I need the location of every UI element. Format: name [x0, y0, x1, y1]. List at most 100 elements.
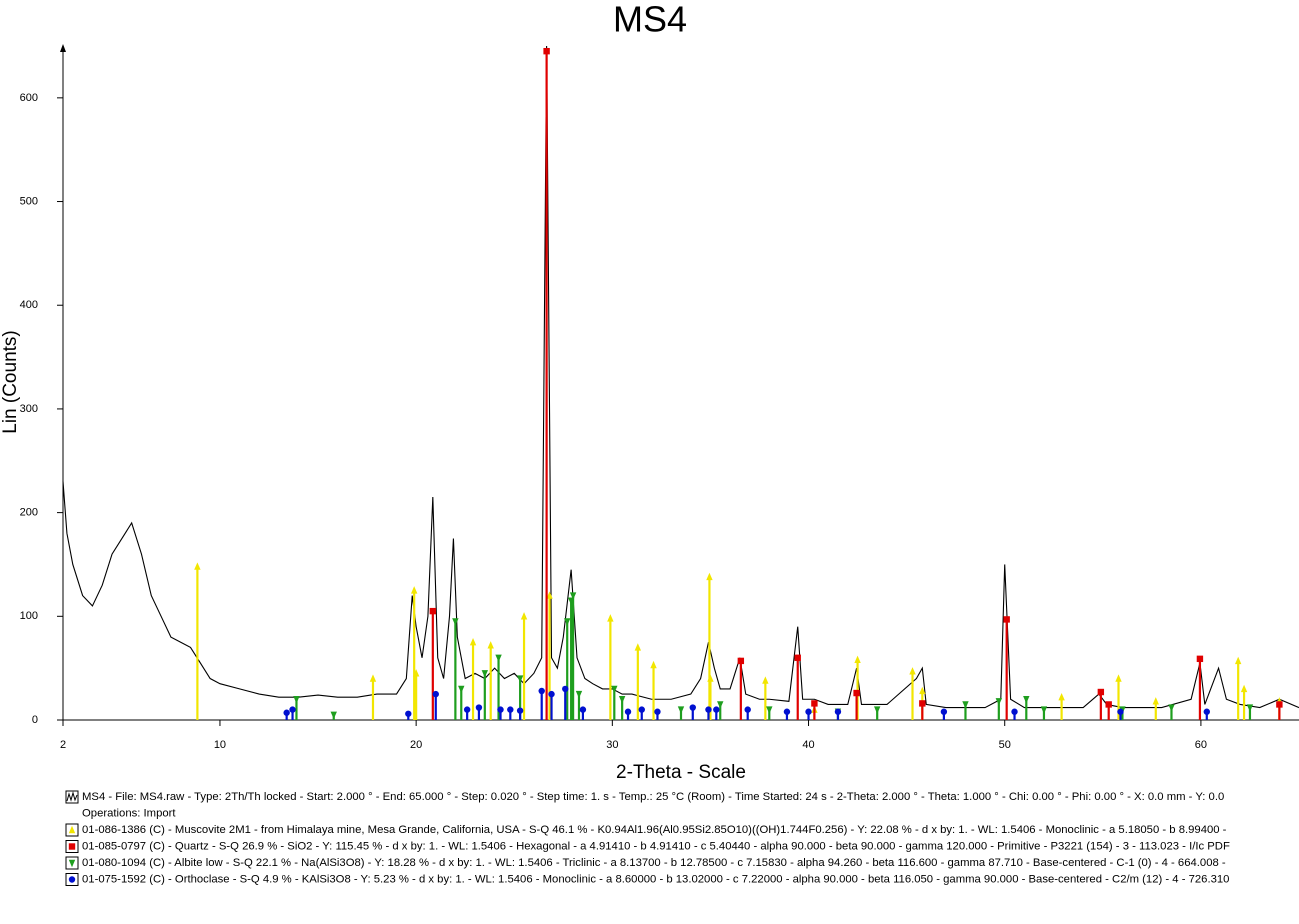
legend-marker	[68, 859, 76, 868]
phase-marker	[834, 708, 842, 715]
phase-marker	[624, 708, 632, 715]
phase-marker	[783, 708, 791, 715]
legend-marker	[68, 843, 76, 850]
phase-marker	[1011, 708, 1018, 715]
phase-marker	[1203, 708, 1210, 715]
phase-marker	[707, 674, 714, 682]
phase-marker	[283, 709, 290, 716]
phase-marker	[1117, 708, 1124, 715]
pattern-line	[62, 45, 1299, 709]
phase-marker	[677, 706, 685, 714]
phase-marker	[762, 676, 769, 684]
phase-marker	[432, 690, 439, 698]
y-tick-label: 500	[20, 195, 38, 207]
phase-marker	[1040, 706, 1048, 714]
phase-marker	[543, 47, 550, 55]
phase-marker	[811, 700, 818, 707]
phase-marker	[520, 612, 528, 620]
x-tick-label: 50	[999, 739, 1011, 751]
legend-label: 01-080-1094 (C) - Albite low - S-Q 22.1 …	[82, 857, 1226, 869]
phase-marker	[654, 708, 661, 715]
phase-marker	[706, 572, 713, 581]
phase-marker	[369, 674, 377, 682]
legend-icon-wave	[66, 791, 78, 802]
phase-marker	[564, 618, 571, 626]
x-tick-label: 2	[60, 739, 66, 751]
phase-marker	[569, 592, 577, 600]
phase-marker	[1023, 696, 1030, 704]
phase-marker	[611, 685, 618, 694]
phase-marker	[579, 706, 587, 713]
x-tick-label: 20	[410, 739, 422, 751]
phase-marker	[1003, 616, 1010, 623]
phase-marker	[1152, 697, 1159, 705]
operations-label: Operations: Import	[82, 807, 176, 819]
y-tick-label: 0	[32, 714, 38, 726]
phase-marker	[1196, 655, 1204, 663]
phase-marker	[405, 710, 412, 717]
y-axis-arrow	[60, 44, 66, 52]
phase-marker	[1105, 701, 1112, 708]
x-tick-label: 30	[606, 739, 618, 751]
legend-label: MS4 - File: MS4.raw - Type: 2Th/Th locke…	[82, 791, 1224, 803]
phase-marker	[995, 698, 1003, 706]
phase-marker	[1115, 674, 1122, 682]
phase-marker	[1276, 701, 1283, 708]
phase-marker	[516, 675, 524, 683]
phase-marker	[873, 706, 881, 714]
phase-marker	[562, 685, 569, 693]
phase-marker	[1097, 688, 1105, 696]
phase-marker	[289, 706, 296, 713]
phase-marker	[548, 690, 555, 698]
phase-marker	[497, 706, 504, 713]
legend-marker	[68, 825, 76, 834]
y-tick-label: 200	[20, 507, 38, 519]
phase-marker	[689, 704, 696, 711]
legend-label: 01-085-0797 (C) - Quartz - S-Q 26.9 % - …	[82, 840, 1230, 852]
y-tick-label: 600	[20, 92, 38, 104]
x-tick-label: 60	[1195, 739, 1207, 751]
phase-marker	[909, 667, 916, 675]
y-tick-label: 300	[20, 403, 38, 415]
phase-marker	[516, 707, 524, 714]
phase-marker	[638, 706, 645, 713]
phase-marker	[452, 618, 459, 626]
phase-marker	[410, 586, 418, 594]
phase-marker	[737, 657, 745, 665]
phase-marker	[713, 706, 720, 713]
phase-marker	[717, 701, 724, 709]
phase-marker	[919, 686, 926, 695]
phase-marker	[463, 706, 471, 713]
x-tick-label: 10	[214, 739, 226, 751]
phase-marker	[1240, 684, 1248, 693]
phase-marker	[487, 641, 494, 649]
phase-marker	[469, 638, 477, 646]
phase-marker	[194, 562, 201, 570]
chart-title: MS4	[613, 0, 687, 40]
phase-marker	[634, 643, 642, 651]
phase-marker	[546, 591, 553, 599]
phase-marker	[766, 706, 773, 714]
phase-marker	[495, 654, 502, 662]
x-tick-label: 40	[802, 739, 814, 751]
phase-marker	[412, 669, 420, 677]
phase-marker	[429, 607, 437, 615]
phase-marker	[854, 655, 861, 664]
phase-marker	[481, 670, 489, 678]
phase-marker	[1246, 704, 1254, 712]
phase-marker	[475, 704, 483, 711]
phase-marker	[805, 708, 812, 715]
phase-marker	[1168, 704, 1175, 712]
phase-marker	[650, 660, 657, 669]
legend-label: 01-075-1592 (C) - Orthoclase - S-Q 4.9 %…	[82, 873, 1229, 885]
phase-marker	[940, 708, 948, 715]
phase-marker	[919, 700, 926, 707]
phase-marker	[705, 706, 712, 713]
phase-marker	[1058, 692, 1065, 701]
phase-marker	[458, 685, 465, 694]
phase-marker	[538, 687, 545, 695]
phase-marker	[962, 701, 969, 709]
phase-marker	[744, 706, 751, 713]
legend-icon	[65, 790, 79, 804]
